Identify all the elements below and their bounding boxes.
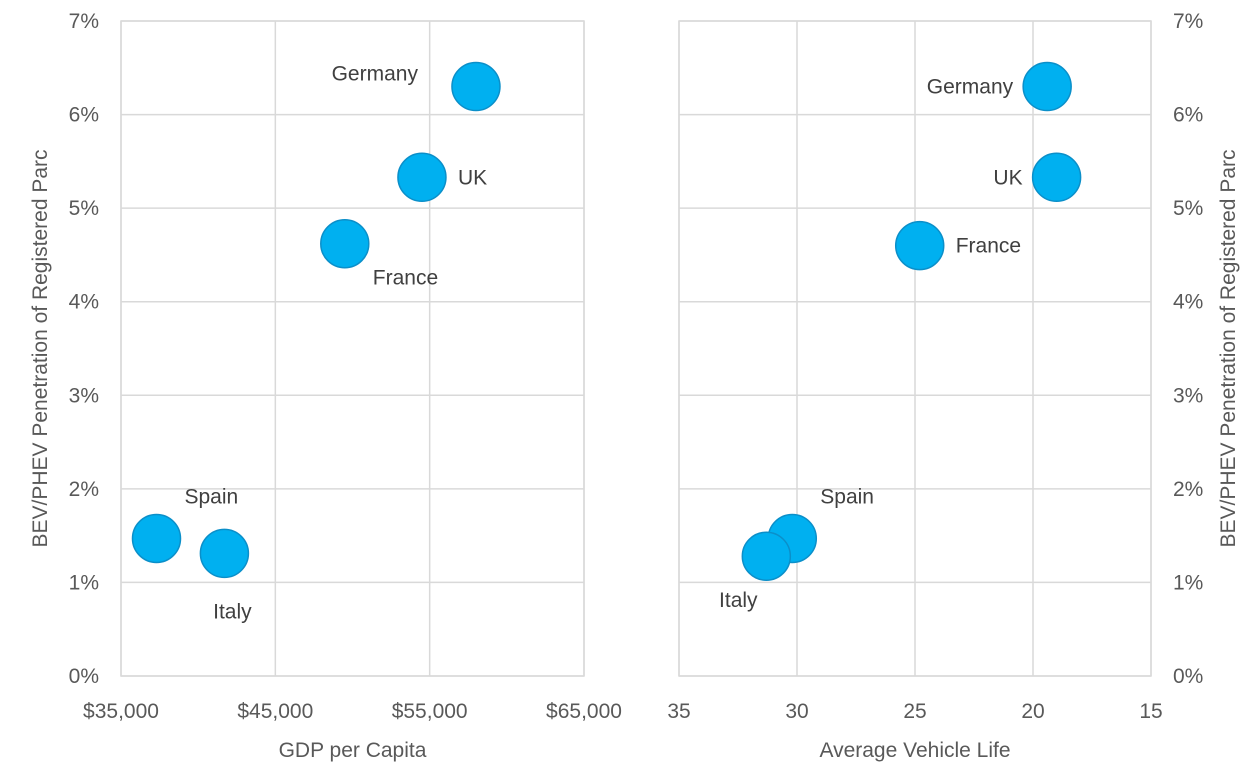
panel-1-x-tick-label: $45,000 [237, 700, 313, 723]
panel-1-x-tick-label: $35,000 [83, 700, 159, 723]
panel-2-point-label-france: France [956, 235, 1021, 258]
panel-1-bubble-uk [397, 152, 447, 203]
panel-2-y-tick-label: 7% [1173, 10, 1203, 33]
panel-2-bubble-germany [1022, 61, 1072, 112]
panel-1-y-tick-label: 3% [69, 384, 99, 407]
panel-1-y-tick-label: 5% [69, 197, 99, 220]
panel-2-x-tick-label: 35 [667, 700, 690, 723]
panel-1-bubble-france [320, 218, 370, 269]
panel-1-bubble-germany [451, 61, 501, 112]
panel-1-y-tick-label: 2% [69, 478, 99, 501]
panel-1-point-label-uk: UK [458, 166, 487, 189]
panel-2-y-axis-title: BEV/PHEV Penetration of Registered Parc [1217, 149, 1240, 547]
panel-2-x-tick-label: 15 [1139, 700, 1162, 723]
panel-2-bubble-france [894, 220, 945, 271]
panel-1-x-tick-label: $55,000 [392, 700, 468, 723]
panel-2-x-axis-title: Average Vehicle Life [819, 739, 1010, 762]
panel-1-bubble-spain [131, 513, 182, 564]
panel-2-point-label-italy: Italy [719, 589, 758, 612]
panel-2-plot-frame [678, 20, 1152, 677]
panel-2-y-tick-label: 5% [1173, 197, 1203, 220]
panel-2-point-label-uk: UK [993, 166, 1022, 189]
panel-1-point-label-spain: Spain [184, 485, 238, 508]
panel-2-x-tick-label: 30 [785, 700, 808, 723]
panel-1-point-label-germany: Germany [332, 63, 419, 86]
panel-2-x-tick-label: 20 [1021, 700, 1044, 723]
panel-1-y-tick-label: 0% [69, 665, 99, 688]
panel-2-bubble-uk [1031, 152, 1082, 203]
panel-1-x-axis-title: GDP per Capita [279, 739, 427, 762]
panel-1-point-label-italy: Italy [213, 600, 252, 623]
panel-1-point-label-france: France [373, 267, 438, 290]
panel-2-y-tick-label: 4% [1173, 291, 1203, 314]
panel-2-y-tick-label: 6% [1173, 104, 1203, 127]
panel-2-point-label-germany: Germany [927, 76, 1014, 99]
panel-1-y-axis-title: BEV/PHEV Penetration of Registered Parc [29, 149, 52, 547]
panel-2-y-tick-label: 2% [1173, 478, 1203, 501]
panel-2-y-tick-label: 0% [1173, 665, 1203, 688]
panel-1-y-tick-label: 1% [69, 571, 99, 594]
panel-2-point-label-spain: Spain [820, 485, 874, 508]
panel-2-y-tick-label: 1% [1173, 571, 1203, 594]
panel-1-y-tick-label: 6% [69, 104, 99, 127]
panel-2-x-tick-label: 25 [903, 700, 926, 723]
panel-1-x-tick-label: $65,000 [546, 700, 622, 723]
panel-1-plot-frame [120, 20, 585, 677]
panel-1-y-tick-label: 7% [69, 10, 99, 33]
panel-1-y-tick-label: 4% [69, 291, 99, 314]
panel-1-bubble-italy [199, 528, 250, 579]
panel-2-y-tick-label: 3% [1173, 384, 1203, 407]
panel-2-bubble-italy [741, 531, 792, 581]
